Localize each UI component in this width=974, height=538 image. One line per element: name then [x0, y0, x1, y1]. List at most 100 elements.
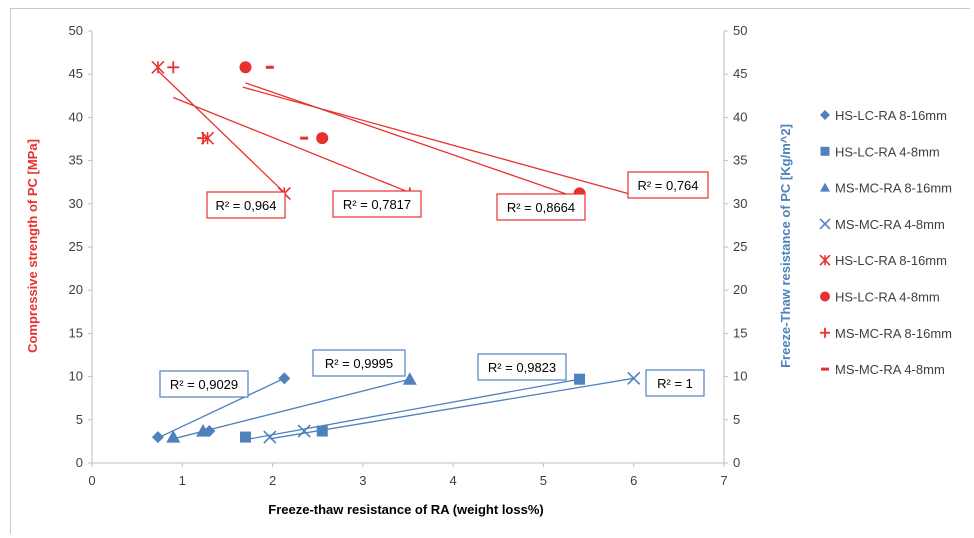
marker-stroke	[819, 218, 831, 230]
data-point-star	[151, 60, 165, 74]
y-right-tick-label: 5	[733, 412, 740, 427]
r2-label-text: R² = 0,9995	[325, 356, 393, 371]
r2-label-text: R² = 1	[657, 376, 693, 391]
r2-label-text: R² = 0,8664	[507, 200, 575, 215]
data-point-x	[627, 371, 641, 385]
r2-label-border	[332, 190, 422, 218]
legend-marker-dash	[821, 367, 829, 371]
data-point-diamond	[278, 372, 291, 385]
legend-label: MS-MC-RA 8-16mm	[835, 181, 952, 196]
data-point-square	[239, 431, 251, 443]
x-tick-label: 3	[359, 473, 366, 488]
trendline	[269, 377, 634, 440]
chart-frame	[10, 8, 970, 534]
trendline	[157, 70, 285, 194]
legend-item: HS-LC-RA 8-16mm	[819, 253, 947, 268]
data-point-x	[263, 430, 277, 444]
legend-label: HS-LC-RA 4-8mm	[835, 290, 940, 305]
legend-marker-triangle	[820, 182, 830, 192]
y-right-tick-label: 50	[733, 23, 747, 38]
data-point-triangle	[196, 424, 211, 437]
legend-label: HS-LC-RA 4-8mm	[835, 144, 940, 159]
r2-label-border	[312, 349, 406, 377]
trendline	[157, 377, 285, 439]
r2-label-box: R² = 1	[645, 369, 705, 397]
legend-marker-star	[819, 254, 831, 266]
legend-label: HS-LC-RA 8-16mm	[835, 108, 947, 123]
y-right-tick-label: 45	[733, 66, 747, 81]
y-right-tick-label: 35	[733, 153, 747, 168]
y-right-tick-label: 0	[733, 455, 740, 470]
y-left-tick-label: 50	[69, 23, 83, 38]
x-tick-label: 7	[720, 473, 727, 488]
y-left-tick-label: 20	[69, 282, 83, 297]
x-axis-title: Freeze-thaw resistance of RA (weight los…	[268, 502, 543, 517]
legend-marker-circle	[820, 291, 830, 302]
r2-label-text: R² = 0,9823	[488, 360, 556, 375]
data-point-plus	[197, 132, 210, 145]
y-axis-left-title: Compressive strength of PC [MPa]	[25, 139, 40, 353]
legend-marker-square	[820, 146, 830, 156]
r2-label-border	[645, 369, 705, 397]
legend-item: HS-LC-RA 4-8mm	[820, 290, 940, 305]
x-tick-label: 6	[630, 473, 637, 488]
legend-item: MS-MC-RA 8-16mm	[820, 326, 952, 341]
legend-marker-plus	[820, 327, 830, 338]
r2-label-box: R² = 0,9029	[159, 370, 249, 398]
legend-item: HS-LC-RA 8-16mm	[820, 108, 947, 123]
r2-label-text: R² = 0,764	[637, 178, 698, 193]
y-left-tick-label: 10	[69, 369, 83, 384]
trendline	[245, 378, 580, 441]
legend-item: MS-MC-RA 4-8mm	[821, 362, 945, 377]
r2-label-box: R² = 0,9995	[312, 349, 406, 377]
r2-label-box: R² = 0,8664	[496, 193, 586, 221]
data-point-triangle	[166, 430, 181, 443]
y-right-tick-label: 20	[733, 282, 747, 297]
data-point-circle	[239, 61, 252, 74]
r2-label-box: R² = 0,764	[627, 171, 709, 199]
y-left-tick-label: 25	[69, 239, 83, 254]
y-left-tick-label: 30	[69, 196, 83, 211]
legend-item: HS-LC-RA 4-8mm	[820, 144, 940, 159]
y-left-tick-label: 15	[69, 325, 83, 340]
legend-label: HS-LC-RA 8-16mm	[835, 253, 947, 268]
trendline	[245, 82, 580, 200]
trendline	[173, 96, 411, 194]
marker-stroke	[297, 424, 311, 438]
legend: HS-LC-RA 8-16mm HS-LC-RA 4-8mm MS-MC-RA 8-…	[819, 108, 952, 377]
data-point-circle	[316, 132, 329, 145]
x-tick-label: 4	[450, 473, 457, 488]
r2-label-box: R² = 0,7817	[332, 190, 422, 218]
y-left-tick-label: 45	[69, 66, 83, 81]
r2-label-text: R² = 0,964	[215, 198, 276, 213]
legend-marker-x	[819, 218, 831, 230]
r2-label-text: R² = 0,9029	[170, 377, 238, 392]
r2-label-box: R² = 0,9823	[477, 353, 567, 381]
y-axis-right-title: Freeze-Thaw resistance of PC [Kg/m^2]	[778, 124, 793, 368]
marker-stroke	[263, 430, 277, 444]
y-right-tick-label: 15	[733, 325, 747, 340]
y-left-tick-label: 0	[76, 455, 83, 470]
y-left-tick-label: 35	[69, 153, 83, 168]
legend-marker-diamond	[820, 110, 830, 120]
r2-label-box: R² = 0,964	[206, 191, 286, 219]
x-tick-label: 0	[88, 473, 95, 488]
data-point-dash	[300, 136, 309, 140]
y-right-tick-label: 25	[733, 239, 747, 254]
r2-label-border	[627, 171, 709, 199]
r2-label-border	[477, 353, 567, 381]
data-point-square	[574, 373, 586, 385]
y-left-tick-label: 40	[69, 109, 83, 124]
legend-label: MS-MC-RA 8-16mm	[835, 326, 952, 341]
r2-label-text: R² = 0,7817	[343, 197, 411, 212]
data-point-plus	[167, 61, 180, 74]
legend-label: MS-MC-RA 4-8mm	[835, 217, 945, 232]
r2-label-border	[206, 191, 286, 219]
x-tick-label: 5	[540, 473, 547, 488]
legend-label: MS-MC-RA 4-8mm	[835, 362, 945, 377]
marker-stroke	[627, 371, 641, 385]
data-point-dash	[265, 65, 274, 69]
r2-labels-layer: R² = 0,9029 R² = 0,9823 R² = 0,9995 R² = 1 R…	[159, 171, 709, 398]
legend-item: MS-MC-RA 4-8mm	[819, 217, 945, 232]
